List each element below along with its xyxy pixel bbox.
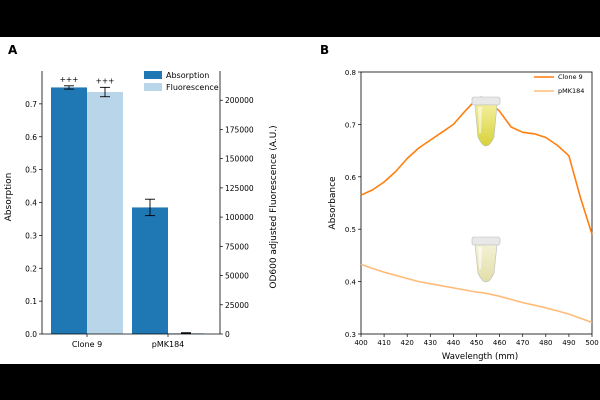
b-y-tick-label: 0.6 [345,174,357,182]
b-x-tick-label: 470 [516,339,529,347]
a-y-tick-label: 0.4 [25,199,37,208]
a-y-tick-label: 0.0 [25,330,37,339]
legend-swatch-fluorescence [144,83,162,91]
b-y-tick-label: 0.4 [345,279,357,287]
b-x-tick-label: 440 [447,339,460,347]
legend-label-pmk184: pMK184 [558,87,584,95]
b-x-tick-label: 490 [562,339,575,347]
a-y-tick-label: 0.1 [25,297,37,306]
b-y-tick-label: 0.7 [345,121,356,129]
legend-label-absorption: Absorption [166,71,209,80]
a-y2-tick-label: 75000 [225,242,249,251]
a-y-tick-label: 0.6 [25,133,37,142]
b-y-tick-label: 0.3 [345,331,356,339]
b-y-axis-label: Absorbance [328,176,338,230]
significance-annotation: +++ [60,75,79,84]
a-y-tick-label: 0.5 [25,166,37,175]
b-x-axis-label: Wavelength (mm) [442,352,518,362]
b-x-tick-label: 430 [424,339,437,347]
line-chart: 400 410 420 430 440 450 460 470 480 490 500 0.3 0.4… [328,69,599,362]
a-y-tick-label: 0.2 [25,264,37,273]
a-y2-tick-label: 200000 [225,96,254,105]
legend-label-fluorescence: Fluorescence [166,83,219,92]
b-y-tick-label: 0.8 [345,69,356,77]
a-y-tick-label: 0.7 [25,100,37,109]
figure-panel: A B 0.0 0.1 0.2 0.3 0.4 0.5 0.6 0.7 0 25000 50000… [0,37,600,364]
b-x-tick-label: 480 [539,339,552,347]
panel-label-a: A [8,43,18,57]
significance-annotation: +++ [96,76,115,85]
a-y2-tick-label: 50000 [225,272,249,281]
legend-label-clone9: Clone 9 [558,73,583,81]
bar-chart: 0.0 0.1 0.2 0.3 0.4 0.5 0.6 0.7 0 25000 50000 7500… [4,71,279,349]
a-y-axis-label: Absorption [4,173,14,222]
figure-svg: A B 0.0 0.1 0.2 0.3 0.4 0.5 0.6 0.7 0 25000 50000… [4,43,599,362]
a-y2-axis-label: OD600 adjusted Fluorescence (A.U.) [269,125,279,288]
bar-absorption-clone-9 [51,87,87,334]
bar-absorption-pmk184 [132,207,168,334]
b-x-tick-label: 450 [470,339,483,347]
b-x-tick-label: 460 [493,339,506,347]
a-y2-tick-label: 0 [225,330,230,339]
a-legend: Absorption Fluorescence [144,71,219,92]
b-x-tick-label: 410 [377,339,390,347]
b-x-tick-label: 400 [354,339,367,347]
series-line-pmk184 [360,263,593,324]
b-x-tick-label: 500 [585,339,598,347]
tube-image-clone9 [471,96,501,147]
a-y2-tick-label: 175000 [225,125,254,134]
b-x-tick-label: 420 [401,339,414,347]
a-y2-tick-label: 100000 [225,213,254,222]
a-y-tick-label: 0.3 [25,231,37,240]
a-category-label: Clone 9 [72,340,102,349]
legend-swatch-absorption [144,71,162,79]
a-y2-tick-label: 25000 [225,301,249,310]
panel-label-b: B [320,43,329,57]
tube-image-pmk184 [471,236,501,283]
a-category-label: pMK184 [152,340,185,349]
a-y2-tick-label: 125000 [225,184,254,193]
b-legend: Clone 9 pMK184 [534,73,584,95]
b-y-tick-label: 0.5 [345,226,356,234]
a-y2-tick-label: 150000 [225,155,254,164]
bar-fluorescence-clone-9 [87,92,123,334]
